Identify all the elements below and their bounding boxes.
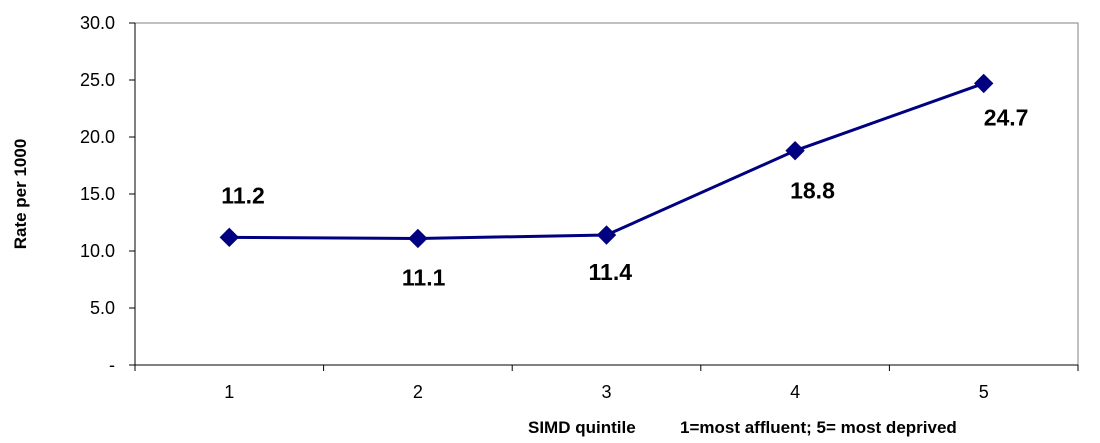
y-tick-label: 30.0 <box>80 13 115 33</box>
series-markers <box>219 73 994 249</box>
x-tick-label: 2 <box>413 382 423 402</box>
data-label: 11.1 <box>402 264 446 290</box>
series-line <box>229 82 985 240</box>
y-tick-label: 15.0 <box>80 184 115 204</box>
x-axis-note: 1=most affluent; 5= most deprived <box>680 418 957 437</box>
y-tick-label: 20.0 <box>80 127 115 147</box>
x-axis-title: SIMD quintile <box>528 418 636 437</box>
data-point-marker <box>973 73 994 94</box>
x-tick-label: 4 <box>790 382 800 402</box>
data-point-marker <box>596 225 617 245</box>
data-label: 18.8 <box>790 178 835 204</box>
data-label: 11.4 <box>589 259 633 285</box>
y-tick-label: 25.0 <box>80 70 115 90</box>
y-tick-label: 10.0 <box>80 241 115 261</box>
y-tick-label: 5.0 <box>90 298 115 318</box>
x-axis-ticks: 1 2 3 4 5 <box>134 365 1079 402</box>
x-tick-label: 1 <box>224 382 234 402</box>
data-label: 24.7 <box>984 104 1029 130</box>
y-axis-title: Rate per 1000 <box>11 139 30 250</box>
x-tick-label: 3 <box>601 382 611 402</box>
data-point-marker <box>408 228 428 249</box>
data-point-marker <box>785 140 805 161</box>
plot-area-border <box>134 22 1079 366</box>
data-labels: 11.2 11.1 11.4 18.8 24.7 <box>221 104 1028 290</box>
data-point-marker <box>219 227 240 248</box>
x-tick-label: 5 <box>979 382 989 402</box>
data-label: 11.2 <box>221 182 264 208</box>
y-axis-ticks: - 5.0 10.0 15.0 20.0 25.0 30.0 <box>80 13 135 375</box>
y-tick-label: - <box>109 355 115 375</box>
